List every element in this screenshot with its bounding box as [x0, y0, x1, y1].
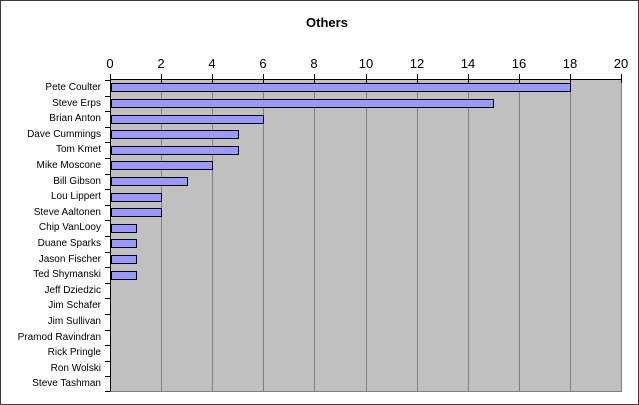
chart-title: Others: [306, 15, 348, 30]
y-axis-tick: [105, 174, 110, 175]
y-axis-tick: [105, 80, 110, 81]
x-axis-tick: [519, 74, 520, 83]
y-axis-tick: [105, 361, 110, 362]
y-axis-tick: [105, 236, 110, 237]
y-axis-tick: [105, 252, 110, 253]
x-tick-label: 2: [157, 56, 165, 71]
category-label: Jim Sullivan: [47, 316, 101, 327]
x-axis-tick: [417, 74, 418, 83]
bar: [111, 271, 137, 280]
y-axis-tick: [105, 220, 110, 221]
category-label: Ted Shymanski: [33, 269, 101, 280]
category-label: Rick Pringle: [47, 347, 101, 358]
y-axis-tick: [105, 111, 110, 112]
x-tick-label: 18: [562, 56, 578, 71]
category-label: Steve Aaltonen: [33, 207, 101, 218]
y-axis-tick: [105, 127, 110, 128]
x-axis-tick: [366, 74, 367, 83]
y-axis-tick: [105, 205, 110, 206]
gridline: [161, 80, 162, 391]
y-axis-tick: [105, 330, 110, 331]
category-label: Jeff Dziedzic: [44, 285, 101, 296]
x-axis-tick: [161, 74, 162, 83]
y-axis-tick: [105, 158, 110, 159]
y-axis-tick: [105, 283, 110, 284]
x-tick-label: 12: [409, 56, 425, 71]
x-tick-label: 14: [460, 56, 476, 71]
x-tick-label: 20: [613, 56, 629, 71]
bar: [111, 83, 571, 92]
y-axis-tick: [105, 376, 110, 377]
gridline: [519, 80, 520, 391]
gridline: [570, 80, 571, 391]
bar: [111, 115, 264, 124]
category-label: Dave Cummings: [27, 129, 101, 140]
category-label: Ron Wolski: [50, 363, 101, 374]
bar: [111, 161, 213, 170]
x-tick-label: 4: [208, 56, 216, 71]
bar: [111, 146, 239, 155]
x-axis-tick: [110, 74, 111, 83]
bar: [111, 208, 162, 217]
x-axis-tick-labels: 0 2 4 6 8 10 12 14 16 18 20: [1, 56, 638, 72]
bar: [111, 239, 137, 248]
category-label: Steve Erps: [52, 98, 101, 109]
y-axis-tick: [105, 142, 110, 143]
y-axis-tick: [105, 96, 110, 97]
x-axis-tick: [314, 74, 315, 83]
y-axis-tick: [105, 267, 110, 268]
category-label: Duane Sparks: [37, 238, 101, 249]
y-axis-tick: [105, 345, 110, 346]
category-axis-labels: Pete Coulter Steve Erps Brian Anton Dave Cu…: [1, 79, 105, 392]
gridline: [263, 80, 264, 391]
bar: [111, 130, 239, 139]
category-label: Lou Lippert: [50, 191, 101, 202]
y-axis-tick: [105, 314, 110, 315]
bar: [111, 193, 162, 202]
x-axis-tick: [468, 74, 469, 83]
gridline: [314, 80, 315, 391]
gridline: [468, 80, 469, 391]
y-axis-tick: [105, 298, 110, 299]
category-label: Tom Kmet: [55, 144, 101, 155]
gridline: [366, 80, 367, 391]
category-label: Jim Schafer: [48, 300, 101, 311]
x-tick-label: 0: [106, 56, 114, 71]
y-axis-tick: [105, 391, 110, 392]
x-axis-tick: [263, 74, 264, 83]
category-label: Bill Gibson: [53, 176, 101, 187]
x-tick-label: 10: [358, 56, 374, 71]
category-label: Pete Coulter: [45, 82, 101, 93]
plot-area: [105, 74, 622, 392]
gridline: [417, 80, 418, 391]
category-label: Brian Anton: [49, 113, 101, 124]
x-tick-label: 6: [259, 56, 267, 71]
bar: [111, 255, 137, 264]
category-label: Jason Fischer: [38, 254, 101, 265]
bar: [111, 177, 188, 186]
gridline: [621, 80, 622, 391]
x-axis-tick: [621, 74, 622, 83]
x-axis-tick: [570, 74, 571, 83]
x-tick-label: 8: [310, 56, 318, 71]
x-axis-tick: [212, 74, 213, 83]
bar: [111, 224, 137, 233]
category-label: Steve Tashman: [32, 378, 101, 389]
category-label: Chip VanLooy: [38, 222, 101, 233]
y-axis-tick: [105, 189, 110, 190]
gridline: [212, 80, 213, 391]
bar: [111, 99, 494, 108]
category-label: Pramod Ravindran: [17, 332, 101, 343]
category-label: Mike Moscone: [36, 160, 101, 171]
x-tick-label: 16: [511, 56, 527, 71]
